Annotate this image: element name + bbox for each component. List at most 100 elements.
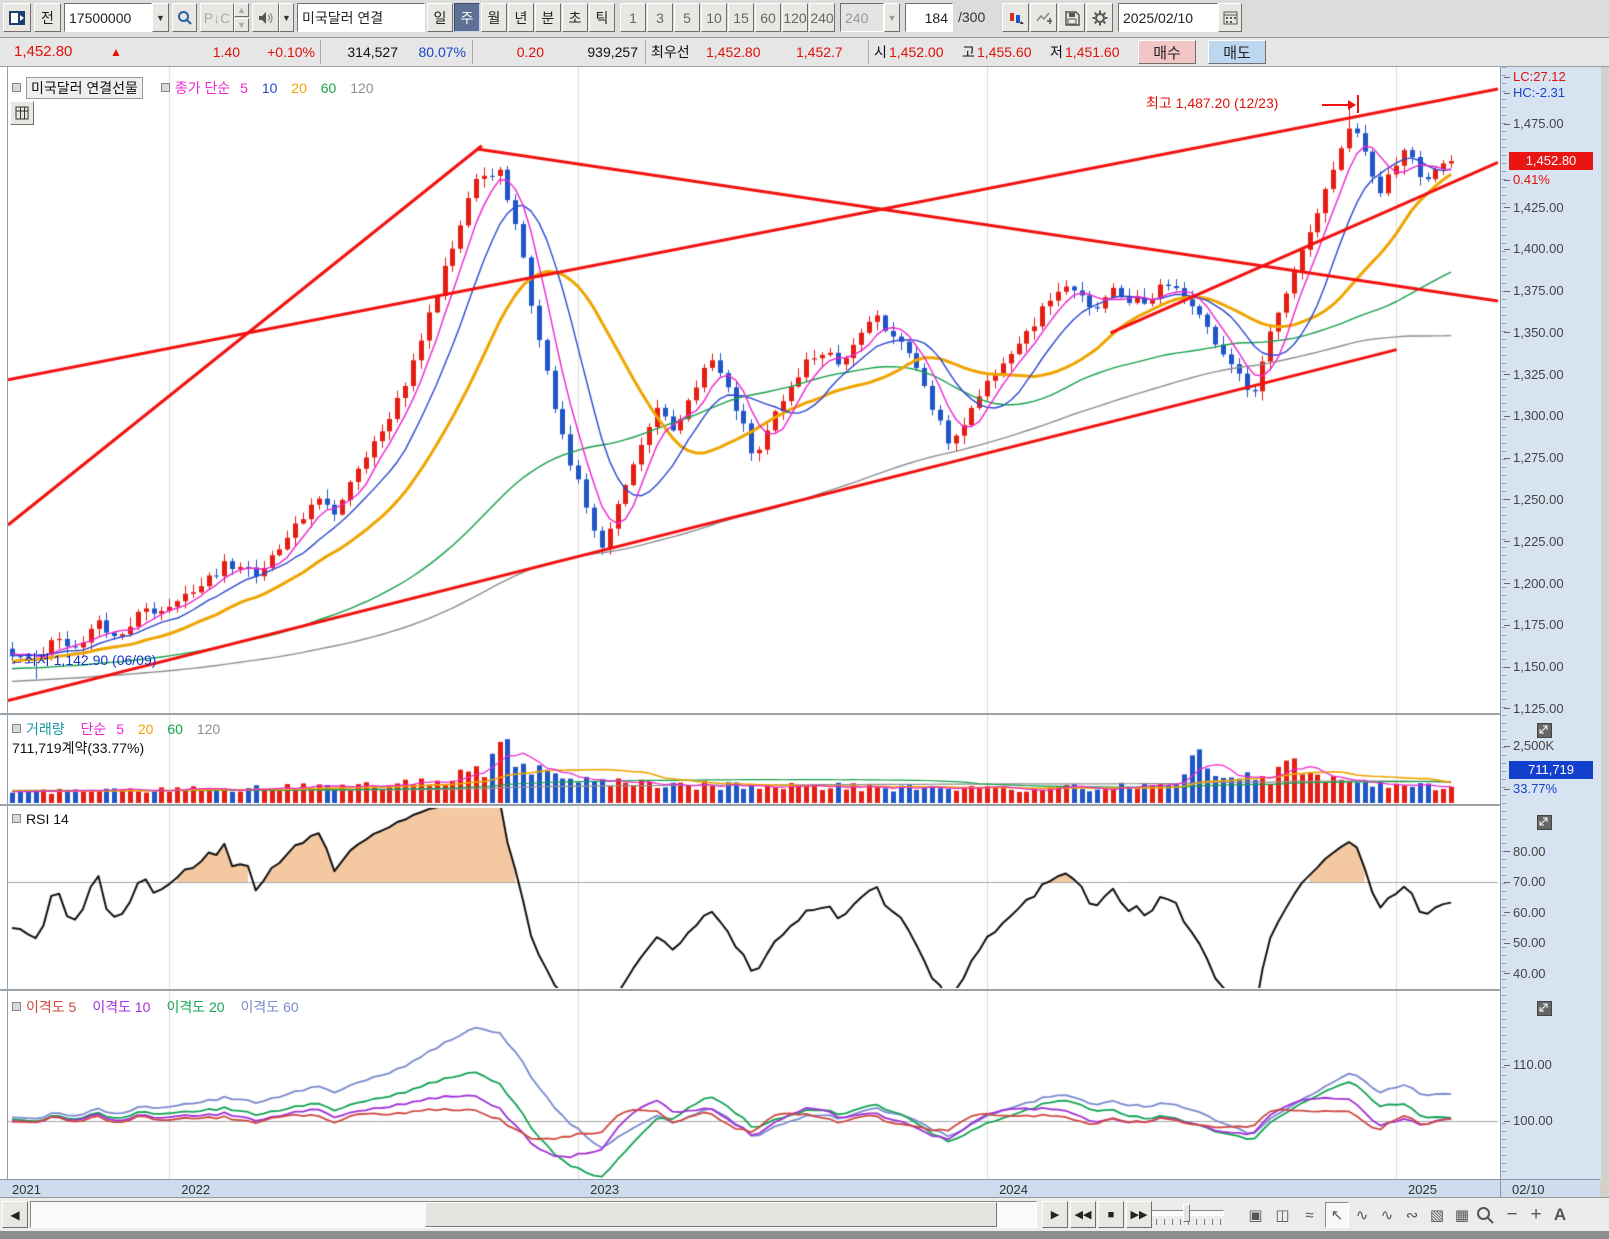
rsi-legend: RSI 14 bbox=[12, 811, 69, 827]
baseline-tool-button[interactable]: ∿ bbox=[1355, 1207, 1369, 1224]
interval-button-1[interactable]: 1 bbox=[620, 3, 646, 32]
legend-square-icon bbox=[12, 1002, 21, 1011]
interval-button-10[interactable]: 10 bbox=[701, 3, 727, 32]
period-button-월[interactable]: 월 bbox=[481, 3, 507, 32]
volume-ma20-label: 20 bbox=[137, 721, 154, 737]
cascade-windows-button[interactable]: ◫ bbox=[1275, 1207, 1290, 1224]
save-button[interactable] bbox=[1058, 3, 1085, 32]
disparity-pane-expand-icon[interactable] bbox=[1537, 1001, 1552, 1016]
high-annotation-tick bbox=[1357, 95, 1359, 113]
account-dropdown-icon[interactable]: ▼ bbox=[152, 3, 169, 32]
ma-legend-close: 종가 단순 bbox=[174, 80, 231, 96]
interval-select-dropdown-icon[interactable]: ▼ bbox=[884, 3, 900, 32]
price-tick-label: 1,300.00 bbox=[1504, 408, 1564, 424]
interval-button-3[interactable]: 3 bbox=[647, 3, 673, 32]
date-input[interactable]: 2025/02/10 bbox=[1118, 3, 1218, 32]
fast-forward-button[interactable]: ▶▶ bbox=[1126, 1201, 1152, 1228]
current-date-label: 02/10 bbox=[1512, 1182, 1545, 1197]
period-button-일[interactable]: 일 bbox=[427, 3, 453, 32]
font-size-button[interactable]: A bbox=[1553, 1205, 1567, 1224]
rsi-pane-expand-icon[interactable] bbox=[1537, 815, 1552, 830]
open-interest: 939,257 bbox=[587, 44, 638, 60]
price-tick-label: 1,325.00 bbox=[1504, 366, 1564, 382]
line-style-button[interactable] bbox=[1030, 3, 1057, 32]
pane-separator[interactable] bbox=[0, 989, 1600, 991]
volume-badge: 711,719 bbox=[1509, 761, 1593, 779]
calendar-button[interactable] bbox=[1218, 3, 1242, 32]
time-axis[interactable]: 2021 2022 2023 2024 2025 02/10 bbox=[0, 1179, 1600, 1199]
period-button-초[interactable]: 초 bbox=[562, 3, 588, 32]
period-button-틱[interactable]: 틱 bbox=[589, 3, 615, 32]
window-icon bbox=[8, 10, 26, 26]
interval-button-60[interactable]: 60 bbox=[755, 3, 781, 32]
stop-button[interactable]: ■ bbox=[1098, 1201, 1124, 1228]
price-tick-label: 1,475.00 bbox=[1504, 116, 1564, 131]
symbol-spinner[interactable]: ▲ ▼ bbox=[234, 3, 249, 32]
zoom-out-button[interactable]: − bbox=[1506, 1204, 1518, 1225]
cursor-tool-button[interactable]: ↖ bbox=[1325, 1202, 1349, 1228]
interval-select[interactable]: 240 bbox=[840, 3, 884, 32]
high-annotation-arrow bbox=[1322, 104, 1348, 106]
legend-square-icon bbox=[160, 83, 170, 92]
zoom-in-button[interactable]: + bbox=[1530, 1204, 1542, 1225]
volume-pane-expand-icon[interactable] bbox=[1537, 723, 1552, 738]
settings-button[interactable] bbox=[1086, 3, 1113, 32]
wave-tool-button[interactable]: ∾ bbox=[1405, 1207, 1419, 1224]
interval-button-5[interactable]: 5 bbox=[674, 3, 700, 32]
new-window-button[interactable]: ▣ bbox=[1248, 1207, 1263, 1224]
year-label-2021: 2021 bbox=[12, 1182, 41, 1197]
price-tick-label: 1,375.00 bbox=[1504, 283, 1564, 299]
interval-button-240[interactable]: 240 bbox=[809, 3, 835, 32]
speed-slider-thumb[interactable] bbox=[1183, 1204, 1190, 1222]
prev-symbol-button[interactable]: 전 bbox=[34, 3, 61, 32]
ma120-label: 120 bbox=[350, 80, 374, 96]
period-button-년[interactable]: 년 bbox=[508, 3, 534, 32]
current-price-badge: 1,452.80 bbox=[1509, 152, 1593, 170]
candle-style-button[interactable] bbox=[1002, 3, 1029, 32]
save-icon bbox=[1064, 10, 1080, 26]
axis-tick-strip bbox=[1502, 67, 1506, 1179]
pane-separator[interactable] bbox=[0, 713, 1600, 715]
search-button[interactable] bbox=[172, 3, 197, 32]
best-bid: 1,452.80 bbox=[706, 44, 761, 60]
year-label-2023: 2023 bbox=[590, 1182, 620, 1197]
bar-count-input[interactable]: 184 bbox=[905, 3, 953, 32]
sell-button[interactable]: 매도 bbox=[1208, 40, 1266, 64]
price-axis[interactable]: LC:27.12 HC:-2.31 1,452.80 0.41% 1,475.0… bbox=[1500, 67, 1601, 1179]
indicator-tool-button[interactable]: ∿ bbox=[1380, 1207, 1394, 1224]
top-toolbar: 전 17500000 ▼ P↓C ▲ ▼ ▼ 미국달러 연결 240 ▼ 184… bbox=[0, 0, 1609, 38]
period-button-분[interactable]: 분 bbox=[535, 3, 561, 32]
play-button[interactable]: ▶ bbox=[1042, 1201, 1068, 1228]
sound-button[interactable] bbox=[252, 3, 279, 32]
spinner-up-icon[interactable]: ▲ bbox=[234, 3, 249, 17]
volume-ma120-label: 120 bbox=[196, 721, 221, 737]
symbol-input[interactable]: 미국달러 연결 bbox=[297, 3, 425, 32]
pane-separator[interactable] bbox=[0, 804, 1600, 806]
volume-value-line: 711,719계약(33.77%) bbox=[12, 740, 145, 756]
period-button-주[interactable]: 주 bbox=[454, 3, 480, 32]
interval-button-15[interactable]: 15 bbox=[728, 3, 754, 32]
pc-mode-button[interactable]: P↓C bbox=[200, 3, 234, 32]
legend-square-icon bbox=[12, 814, 21, 823]
buy-button[interactable]: 매수 bbox=[1138, 40, 1196, 64]
interval-button-120[interactable]: 120 bbox=[782, 3, 808, 32]
window-switch-button[interactable] bbox=[3, 3, 31, 32]
object-tool-button[interactable]: ▧ bbox=[1429, 1207, 1445, 1224]
chart-canvas[interactable] bbox=[8, 67, 1500, 1179]
data-table-button[interactable] bbox=[10, 101, 34, 125]
sound-dropdown-icon[interactable]: ▼ bbox=[279, 3, 294, 32]
scroll-left-button[interactable]: ◀ bbox=[2, 1201, 28, 1228]
low-value: 1,451.60 bbox=[1065, 44, 1120, 60]
account-input[interactable]: 17500000 bbox=[64, 3, 152, 32]
pattern-search-button[interactable]: ≈ bbox=[1305, 1206, 1314, 1224]
zoom-search-button[interactable] bbox=[1472, 1202, 1498, 1228]
spinner-down-icon[interactable]: ▼ bbox=[234, 18, 249, 32]
chart-scrollbar-thumb[interactable] bbox=[425, 1202, 997, 1227]
disparity-10-label: 이격도 10 bbox=[92, 999, 151, 1015]
ma60-label: 60 bbox=[320, 80, 337, 96]
best-quote-label: 최우선 bbox=[651, 44, 690, 60]
price-tick-label: 1,125.00 bbox=[1504, 700, 1564, 716]
magnifier-icon bbox=[1476, 1206, 1494, 1224]
rewind-button[interactable]: ◀◀ bbox=[1070, 1201, 1096, 1228]
mini-chart-tool-button[interactable]: ▦ bbox=[1454, 1207, 1470, 1224]
